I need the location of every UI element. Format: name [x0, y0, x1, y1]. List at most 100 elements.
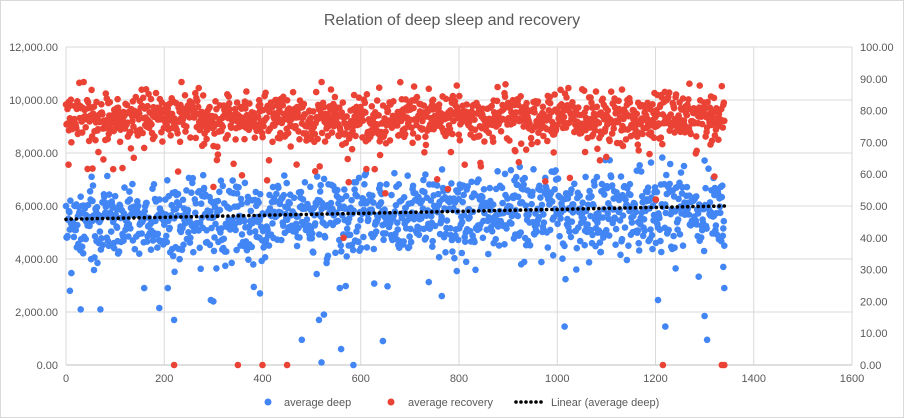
- point-average-deep: [442, 249, 449, 256]
- point-average-deep: [96, 228, 104, 235]
- point-average-recovery: [344, 155, 352, 163]
- x-tick-label: 400: [253, 373, 271, 385]
- point-average-recovery: [99, 111, 106, 118]
- point-average-recovery: [449, 92, 457, 100]
- point-average-recovery: [269, 138, 276, 146]
- point-average-deep: [246, 229, 254, 236]
- point-average-deep: [712, 222, 720, 229]
- point-average-recovery: [659, 361, 667, 369]
- point-average-recovery: [214, 143, 221, 151]
- point-average-deep: [196, 244, 203, 252]
- point-average-deep: [353, 192, 361, 200]
- point-average-deep: [345, 215, 353, 222]
- point-average-deep: [200, 184, 208, 192]
- point-average-recovery: [327, 86, 335, 93]
- point-average-deep: [315, 316, 323, 324]
- trendline-dot: [649, 205, 653, 210]
- point-average-recovery: [548, 118, 556, 126]
- point-average-recovery: [421, 149, 428, 156]
- point-average-recovery: [256, 101, 264, 108]
- trendline-dot: [586, 206, 591, 211]
- point-average-recovery: [649, 101, 656, 108]
- point-average-deep: [394, 226, 402, 233]
- point-average-deep: [585, 259, 593, 266]
- point-average-recovery: [213, 156, 221, 164]
- point-average-deep: [394, 219, 401, 226]
- point-average-recovery: [167, 132, 174, 139]
- point-average-deep: [171, 268, 178, 276]
- point-average-recovery: [588, 99, 595, 107]
- point-average-recovery: [546, 93, 554, 101]
- legend-marker-average-deep: [264, 398, 272, 406]
- point-average-recovery: [501, 93, 509, 100]
- point-average-deep: [250, 283, 258, 291]
- point-average-recovery: [318, 129, 326, 137]
- point-average-deep: [471, 238, 478, 246]
- point-average-deep: [571, 180, 578, 188]
- point-average-recovery: [80, 78, 87, 86]
- point-average-deep: [104, 237, 112, 244]
- point-average-recovery: [534, 138, 541, 146]
- y-tick-label: 12,000.00: [9, 42, 58, 54]
- point-average-recovery: [622, 136, 630, 143]
- point-average-recovery: [129, 117, 136, 125]
- trendline-dot: [85, 217, 89, 221]
- trendline-dot: [189, 214, 194, 219]
- point-average-recovery: [277, 129, 284, 137]
- point-average-deep: [601, 191, 608, 198]
- trendline-dot: [560, 207, 565, 212]
- point-average-recovery: [279, 101, 287, 109]
- point-average-deep: [406, 233, 413, 240]
- point-average-recovery: [136, 110, 143, 117]
- y-tick-label: 8,000.00: [15, 148, 58, 160]
- legend-label-average-recovery: average recovery: [408, 397, 493, 409]
- point-average-deep: [252, 228, 259, 235]
- point-average-deep: [586, 187, 593, 195]
- point-average-deep: [546, 226, 554, 234]
- point-average-recovery: [687, 130, 695, 138]
- point-average-recovery: [84, 99, 92, 106]
- trendline-dot: [315, 212, 319, 216]
- point-average-recovery: [93, 98, 100, 106]
- point-average-recovery: [250, 109, 258, 117]
- point-average-deep: [286, 199, 294, 207]
- point-average-recovery: [311, 168, 319, 175]
- point-average-recovery: [422, 133, 429, 140]
- point-average-recovery: [523, 99, 530, 107]
- point-average-recovery: [127, 128, 134, 136]
- point-average-recovery: [89, 165, 96, 172]
- point-average-deep: [86, 188, 94, 195]
- point-average-deep: [647, 159, 655, 166]
- point-average-deep: [612, 241, 619, 248]
- point-average-recovery: [531, 109, 538, 116]
- point-average-deep: [166, 224, 173, 232]
- point-average-deep: [717, 209, 724, 217]
- point-average-deep: [619, 212, 627, 219]
- chart-title: Relation of deep sleep and recovery: [324, 12, 580, 29]
- point-average-recovery: [698, 120, 706, 128]
- point-average-deep: [310, 249, 317, 256]
- point-average-deep: [533, 228, 540, 236]
- point-average-recovery: [130, 123, 137, 130]
- point-average-deep: [346, 231, 354, 239]
- point-average-deep: [520, 258, 528, 266]
- point-average-deep: [461, 238, 469, 245]
- point-average-deep: [604, 210, 612, 217]
- trendline-dot: [435, 210, 439, 214]
- point-average-recovery: [293, 161, 300, 168]
- point-average-deep: [68, 269, 75, 277]
- point-average-recovery: [231, 105, 239, 113]
- point-average-deep: [623, 256, 631, 264]
- trendline-dot: [393, 210, 397, 215]
- point-average-deep: [607, 173, 615, 181]
- point-average-recovery: [670, 104, 678, 112]
- point-average-deep: [243, 246, 251, 254]
- point-average-deep: [101, 193, 108, 201]
- point-average-deep: [154, 230, 162, 238]
- point-average-deep: [489, 201, 497, 208]
- point-average-recovery: [295, 128, 302, 135]
- trendline-dot: [288, 212, 293, 217]
- trendline-dot: [445, 209, 450, 214]
- point-average-recovery: [144, 102, 151, 110]
